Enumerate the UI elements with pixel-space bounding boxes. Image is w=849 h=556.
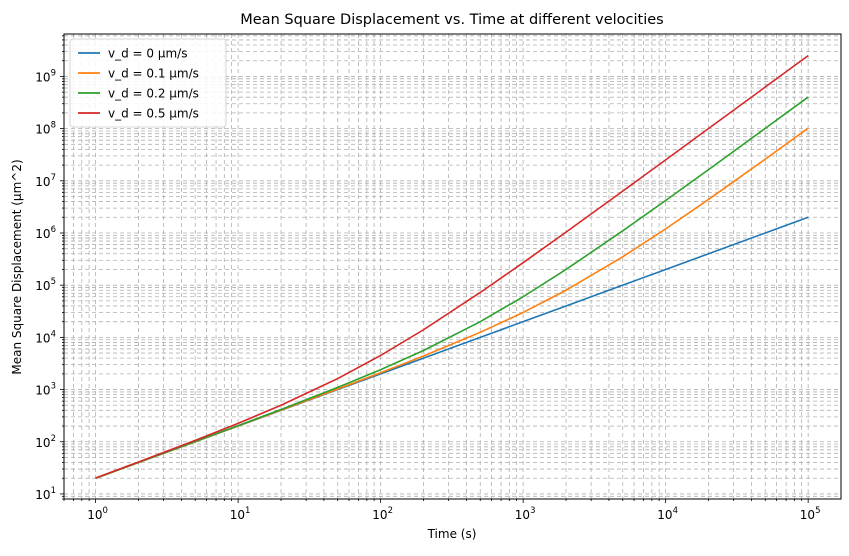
y-tick-label: 103 — [35, 382, 56, 398]
legend-label-0: v_d = 0 μm/s — [108, 47, 187, 61]
y-tick-label: 101 — [35, 486, 56, 502]
legend-box — [69, 38, 227, 128]
chart-title: Mean Square Displacement vs. Time at dif… — [240, 12, 663, 28]
y-axis-label: Mean Square Displacement (μm^2) — [10, 159, 24, 374]
x-tick-label: 105 — [800, 506, 821, 522]
x-tick-label: 101 — [230, 506, 251, 522]
x-tick-label: 100 — [87, 506, 108, 522]
y-tick-label: 109 — [35, 68, 56, 84]
y-tick-label: 106 — [35, 225, 56, 241]
x-tick-label: 103 — [515, 506, 536, 522]
plot-area-frame — [63, 33, 842, 500]
y-tick-label: 102 — [35, 434, 56, 450]
x-axis-label: Time (s) — [427, 527, 477, 541]
legend-label-2: v_d = 0.2 μm/s — [108, 87, 199, 101]
x-tick-label: 102 — [372, 506, 393, 522]
axis-ticks: 100 101 102 103 104 105 101 102 103 104 105 106 107 1… — [35, 35, 821, 522]
series-line-2 — [95, 96, 809, 479]
y-tick-label: 104 — [35, 329, 56, 345]
y-tick-label: 107 — [35, 173, 56, 189]
x-tick-label: 104 — [657, 506, 678, 522]
legend-label-1: v_d = 0.1 μm/s — [108, 67, 199, 81]
legend-label-3: v_d = 0.5 μm/s — [108, 107, 199, 121]
series-lines — [95, 54, 809, 479]
y-tick-label: 105 — [35, 277, 56, 293]
y-tick-label: 108 — [35, 121, 56, 137]
legend: v_d = 0 μm/s v_d = 0.1 μm/s v_d = 0.2 μm/s… — [69, 38, 227, 128]
series-line-3 — [95, 54, 809, 479]
